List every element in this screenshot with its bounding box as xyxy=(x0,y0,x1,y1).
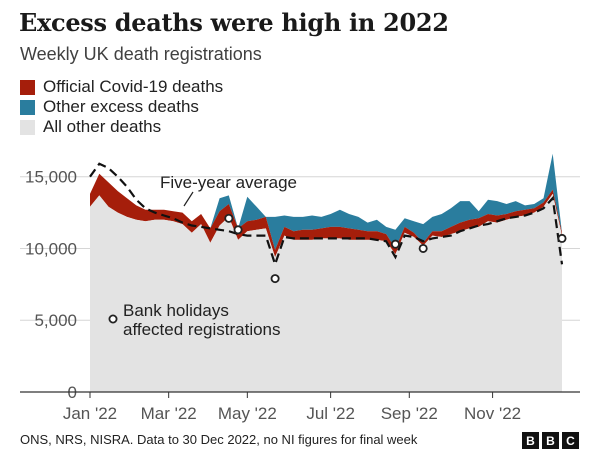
legend-item-other-excess: Other excess deaths xyxy=(20,97,223,117)
legend-swatch-all-other xyxy=(20,119,35,135)
legend-label-covid: Official Covid-19 deaths xyxy=(43,77,224,96)
x-tick-label: May '22 xyxy=(218,404,277,423)
legend-swatch-covid xyxy=(20,79,35,95)
bank-holidays-label-line2: affected registrations xyxy=(123,320,281,339)
five-year-average-line xyxy=(89,162,564,268)
bank-holidays-label-line1: Bank holidays xyxy=(123,301,229,320)
legend-label-all-other: All other deaths xyxy=(43,117,162,136)
y-tick-label: 15,000 xyxy=(25,168,77,187)
x-tick-label: Jul '22 xyxy=(306,404,355,423)
legend-label-other-excess: Other excess deaths xyxy=(43,97,199,116)
x-tick-label: Jan '22 xyxy=(63,404,117,423)
bank-holiday-marker xyxy=(390,239,400,249)
y-tick-label: 10,000 xyxy=(25,239,77,258)
all-other-deaths-area xyxy=(90,193,562,392)
bank-holiday-marker xyxy=(224,213,234,223)
legend: Official Covid-19 deaths Other excess de… xyxy=(20,77,223,137)
bank-holiday-legend-marker xyxy=(108,314,118,324)
x-tick-label: Sep '22 xyxy=(381,404,438,423)
covid-deaths-area xyxy=(90,173,562,258)
bbc-logo: B B C xyxy=(522,432,579,449)
x-tick-label: Mar '22 xyxy=(141,404,197,423)
bank-holiday-marker xyxy=(557,233,567,243)
x-tick-label: Nov '22 xyxy=(464,404,521,423)
bank-holiday-marker xyxy=(270,274,280,284)
logo-letter-1: B xyxy=(522,432,539,449)
chart-title: Excess deaths were high in 2022 xyxy=(19,8,449,37)
annotations: Five-year average Bank holidays affected… xyxy=(108,173,297,339)
stacked-areas xyxy=(90,153,562,392)
five-year-average-label: Five-year average xyxy=(160,173,297,192)
bank-holiday-markers xyxy=(224,213,567,284)
legend-item-all-other: All other deaths xyxy=(20,117,223,137)
legend-swatch-other-excess xyxy=(20,99,35,115)
logo-letter-2: B xyxy=(542,432,559,449)
five-year-average-leader xyxy=(183,191,194,207)
chart-subtitle: Weekly UK death registrations xyxy=(20,44,262,64)
other-excess-deaths-area xyxy=(90,153,562,250)
five-year-average-path xyxy=(89,162,564,268)
y-tick-label: 5,000 xyxy=(34,311,77,330)
bank-holiday-marker xyxy=(233,225,243,235)
source-note: ONS, NRS, NISRA. Data to 30 Dec 2022, no… xyxy=(20,432,418,447)
legend-item-covid: Official Covid-19 deaths xyxy=(20,77,223,97)
logo-letter-3: C xyxy=(562,432,579,449)
bank-holiday-marker xyxy=(418,243,428,253)
